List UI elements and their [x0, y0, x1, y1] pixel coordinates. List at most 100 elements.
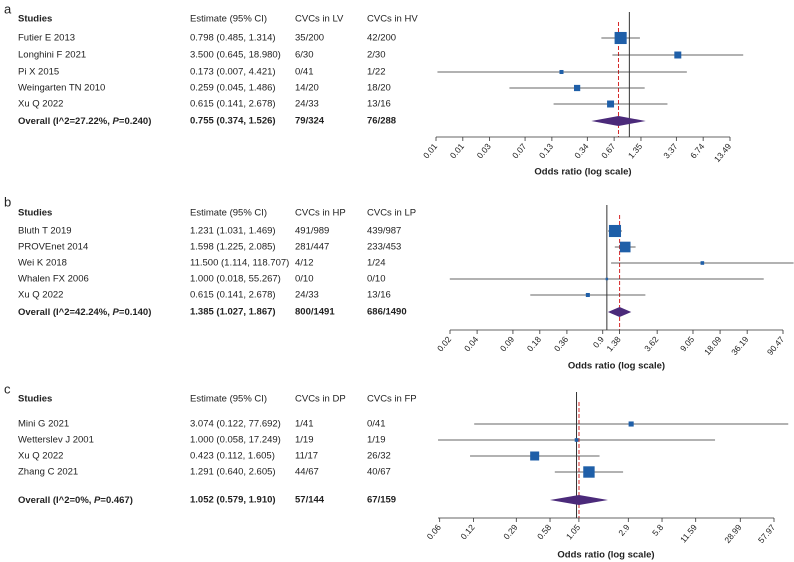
x-tick-label: 0.36 — [552, 334, 570, 353]
study-name: Wei K 2018 — [18, 258, 67, 269]
x-tick-label: 0.58 — [535, 522, 553, 541]
study-name: Xu Q 2022 — [18, 99, 63, 110]
column-header: Estimate (95% CI) — [190, 14, 267, 25]
group2-count: 0/10 — [367, 274, 386, 285]
x-tick-label: 0.01 — [448, 141, 466, 160]
group2-count: 1/24 — [367, 258, 386, 269]
group1-count: 4/12 — [295, 258, 314, 269]
x-axis-label: Odds ratio (log scale) — [534, 167, 631, 178]
x-tick-label: 2.9 — [616, 522, 631, 538]
group2-count: 1/22 — [367, 67, 386, 78]
overall-group1: 57/144 — [295, 495, 325, 506]
estimate-square — [614, 31, 627, 45]
group2-count: 13/16 — [367, 290, 391, 301]
column-header: Estimate (95% CI) — [190, 208, 267, 219]
overall-group2: 686/1490 — [367, 307, 407, 318]
estimate-label: 0.259 (0.045, 1.486) — [190, 83, 276, 94]
x-tick-label: 0.29 — [501, 522, 519, 541]
estimate-label: 1.231 (1.031, 1.469) — [190, 226, 276, 237]
x-tick-label: 11.59 — [678, 522, 699, 544]
x-tick-label: 3.62 — [642, 334, 660, 353]
x-tick-label: 1.35 — [626, 141, 644, 160]
x-tick-label: 13.49 — [712, 141, 734, 164]
column-header: CVCs in DP — [295, 394, 346, 405]
estimate-square — [605, 277, 609, 281]
x-tick-label: 0.03 — [475, 141, 493, 160]
study-name: Futier E 2013 — [18, 33, 75, 44]
estimate-label: 1.000 (0.058, 17.249) — [190, 435, 281, 446]
estimate-square — [530, 451, 540, 461]
estimate-square — [700, 261, 705, 265]
overall-label-part: P — [113, 116, 120, 127]
x-tick-label: 0.12 — [458, 522, 476, 541]
overall-label: Overall (I^2=0%, P=0.467) — [18, 495, 133, 506]
group1-count: 24/33 — [295, 290, 319, 301]
estimate-label: 0.615 (0.141, 2.678) — [190, 290, 276, 301]
x-tick-label: 9.05 — [678, 334, 696, 353]
column-header: CVCs in HV — [367, 14, 418, 25]
study-name: Mini G 2021 — [18, 419, 69, 430]
x-tick-label: 0.09 — [498, 334, 516, 353]
x-axis-label: Odds ratio (log scale) — [568, 361, 665, 372]
panel-letter: b — [4, 194, 11, 209]
x-tick-label: 0.04 — [462, 334, 480, 353]
x-tick-label: 0.34 — [572, 141, 590, 160]
overall-label: Overall (I^2=42.24%, P=0.140) — [18, 307, 151, 318]
estimate-label: 11.500 (1.114, 118.707) — [190, 258, 289, 269]
x-tick-label: 0.13 — [537, 141, 555, 160]
overall-group2: 76/288 — [367, 116, 396, 127]
estimate-label: 3.500 (0.645, 18.980) — [190, 50, 281, 61]
estimate-label: 0.173 (0.007, 4.421) — [190, 67, 276, 78]
group1-count: 281/447 — [295, 242, 329, 253]
group1-count: 35/200 — [295, 33, 324, 44]
estimate-square — [574, 438, 579, 442]
column-header: Estimate (95% CI) — [190, 394, 267, 405]
overall-group2: 67/159 — [367, 495, 396, 506]
study-name: Xu Q 2022 — [18, 451, 63, 462]
estimate-label: 1.000 (0.018, 55.267) — [190, 274, 281, 285]
column-header: Studies — [18, 394, 52, 405]
group1-count: 44/67 — [295, 467, 319, 478]
study-name: Longhini F 2021 — [18, 50, 86, 61]
x-tick-label: 1.05 — [564, 522, 582, 541]
x-tick-label: 6.74 — [688, 141, 706, 160]
x-tick-label: 0.18 — [525, 334, 543, 353]
group2-count: 439/987 — [367, 226, 401, 237]
overall-estimate-label: 1.385 (1.027, 1.867) — [190, 307, 276, 318]
group1-count: 0/41 — [295, 67, 314, 78]
x-tick-label: 1.38 — [604, 334, 622, 353]
estimate-square — [607, 100, 615, 108]
overall-label-part: =0.467) — [100, 495, 133, 506]
group2-count: 13/16 — [367, 99, 391, 110]
column-header: CVCs in LV — [295, 14, 344, 25]
estimate-square — [628, 421, 634, 427]
overall-label-part: Overall (I^2=0%, — [18, 495, 94, 506]
group2-count: 18/20 — [367, 83, 391, 94]
group1-count: 491/989 — [295, 226, 329, 237]
study-name: Xu Q 2022 — [18, 290, 63, 301]
column-header: CVCs in HP — [295, 208, 346, 219]
x-axis-label: Odds ratio (log scale) — [557, 550, 654, 561]
study-name: Zhang C 2021 — [18, 467, 78, 478]
group1-count: 1/19 — [295, 435, 314, 446]
overall-diamond — [607, 307, 632, 317]
group1-count: 11/17 — [295, 451, 318, 462]
estimate-label: 0.423 (0.112, 1.605) — [190, 451, 275, 462]
column-header: Studies — [18, 208, 52, 219]
study-name: Whalen FX 2006 — [18, 274, 89, 285]
overall-label-part: Overall (I^2=42.24%, — [18, 307, 113, 318]
overall-label: Overall (I^2=27.22%, P=0.240) — [18, 116, 151, 127]
overall-label-part: P — [113, 307, 120, 318]
estimate-label: 1.291 (0.640, 2.605) — [190, 467, 276, 478]
group2-count: 2/30 — [367, 50, 386, 61]
group2-count: 233/453 — [367, 242, 401, 253]
group1-count: 14/20 — [295, 83, 319, 94]
group1-count: 24/33 — [295, 99, 319, 110]
column-header: CVCs in LP — [367, 208, 416, 219]
estimate-label: 0.615 (0.141, 2.678) — [190, 99, 276, 110]
group2-count: 40/67 — [367, 467, 391, 478]
study-name: Wetterslev J 2001 — [18, 435, 94, 446]
x-tick-label: 0.01 — [421, 141, 439, 160]
overall-label-part: Overall (I^2=27.22%, — [18, 116, 113, 127]
